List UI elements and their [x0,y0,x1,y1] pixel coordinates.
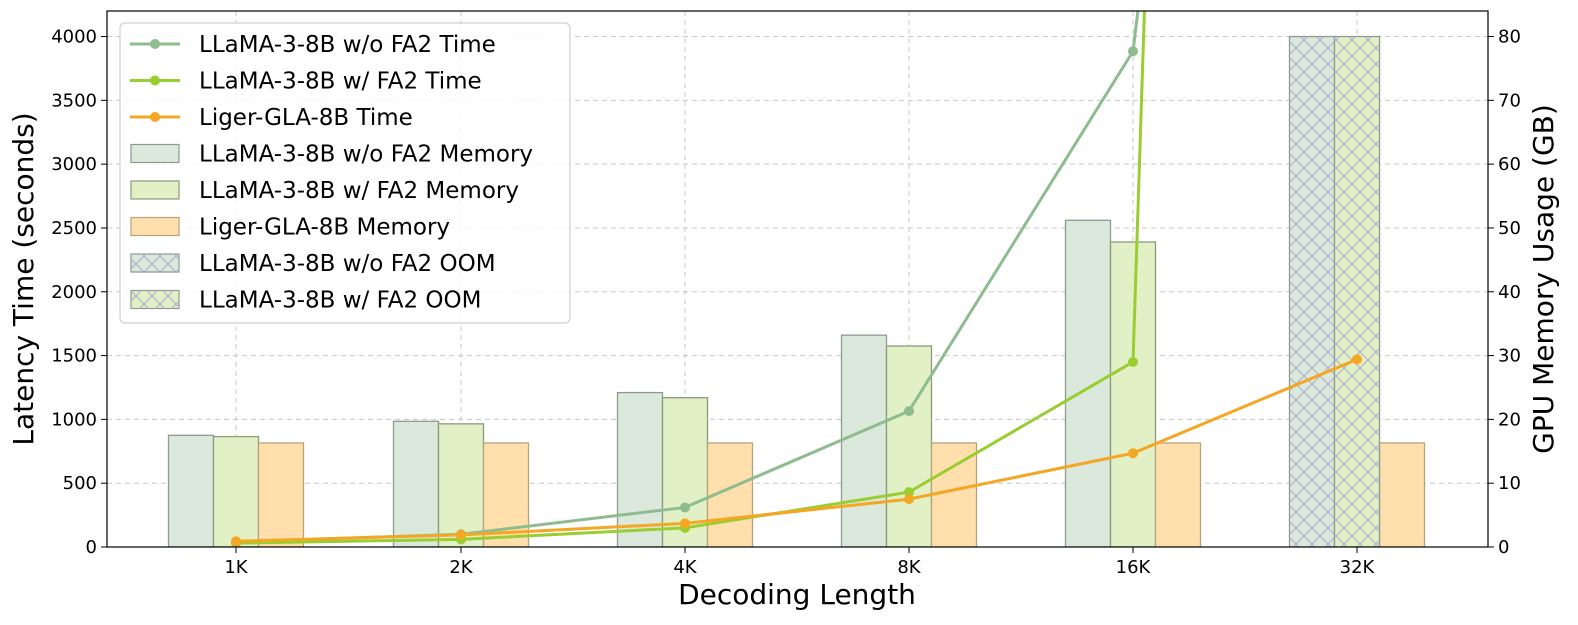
y-tick-label-right: 80 [1498,27,1521,48]
y-tick-label-left: 500 [63,473,97,494]
legend-oom-hatch [131,290,179,309]
y-tick-label-right: 30 [1498,346,1521,367]
x-tick-label: 8K [897,557,921,578]
latency-point [904,487,914,498]
y-tick-label-right: 40 [1498,282,1521,303]
y-tick-label-left: 3500 [51,90,97,111]
y-tick-label-left: 1500 [51,346,97,367]
legend-label: LLaMA-3-8B w/o FA2 Time [199,32,496,58]
latency-point [456,529,466,540]
memory-bar [840,334,888,547]
legend-label: LLaMA-3-8B w/ FA2 Time [199,69,482,95]
legend-label: LLaMA-3-8B w/ FA2 OOM [199,288,481,314]
latency-point [231,536,241,547]
memory-bar [437,423,485,547]
plot-frame [106,10,1489,548]
latency-point [904,406,914,417]
latency-point [1128,356,1138,367]
x-tick-label: 4K [673,557,697,578]
x-tick-label: 32K [1340,557,1376,578]
ticks: 0 500 1000 1500 2000 2500 3000 3500 4000 0 10 20 30 4… [51,27,1521,578]
oom-bar-hatch [1334,36,1380,547]
y-tick-label-left: 2500 [51,218,97,239]
y-tick-label-right: 60 [1498,154,1521,175]
latency-point [904,494,914,505]
y-tick-label-right: 70 [1498,90,1521,111]
legend-marker [150,39,160,49]
memory-bar [1064,219,1112,547]
memory-bar [1154,442,1202,547]
oom-bar-hatch [1289,36,1335,547]
legend: LLaMA-3-8B w/o FA2 Time LLaMA-3-8B w/ FA2… [119,22,571,324]
y-axis-label-left: Latency Time (seconds) [7,112,40,445]
bars [167,35,1426,547]
y-tick-label-right: 50 [1498,218,1521,239]
memory-bar [392,420,440,547]
y-tick-label-left: 4000 [51,27,97,48]
memory-bar [1109,241,1157,547]
x-tick-label: 2K [449,557,473,578]
latency-point [1128,448,1138,459]
memory-bar [885,345,933,547]
y-tick-label-right: 10 [1498,473,1521,494]
y-axis-label-right: GPU Memory Usage (GB) [1527,104,1560,454]
legend-oom-hatch [131,254,179,272]
legend-marker [150,75,160,86]
y-tick-label-left: 2000 [51,282,97,303]
legend-label: LLaMA-3-8B w/ FA2 Memory [199,178,519,204]
memory-bar [257,442,305,547]
latency-point [680,518,690,529]
legend-bar-swatch [130,180,180,200]
latency-point [1128,46,1138,57]
memory-bar [930,442,978,547]
memory-bar [212,435,260,547]
x-tick-label: 1K [224,557,248,578]
latency-point [680,502,690,513]
y-tick-label-right: 20 [1498,409,1521,430]
memory-bar [616,391,664,547]
legend-label: LLaMA-3-8B w/o FA2 OOM [199,251,496,277]
legend-marker [150,112,160,122]
latency-point [1352,354,1362,365]
y-tick-label-right: 0 [1498,537,1509,558]
legend-label: LLaMA-3-8B w/o FA2 Memory [199,142,533,168]
legend-bar-swatch [130,143,180,164]
legend-box [119,22,571,324]
y-tick-label-left: 0 [86,537,97,558]
legend-label: Liger-GLA-8B Time [199,105,413,131]
y-tick-label-left: 3000 [51,154,97,175]
x-tick-label: 16K [1116,557,1152,578]
x-axis-label: Decoding Length [678,578,916,611]
legend-bar-swatch [130,216,180,237]
legend-label: Liger-GLA-8B Memory [199,215,450,241]
memory-bar [167,434,215,547]
latency-line [235,358,1358,543]
y-tick-label-left: 1000 [51,409,97,430]
memory-bar [1378,442,1426,547]
